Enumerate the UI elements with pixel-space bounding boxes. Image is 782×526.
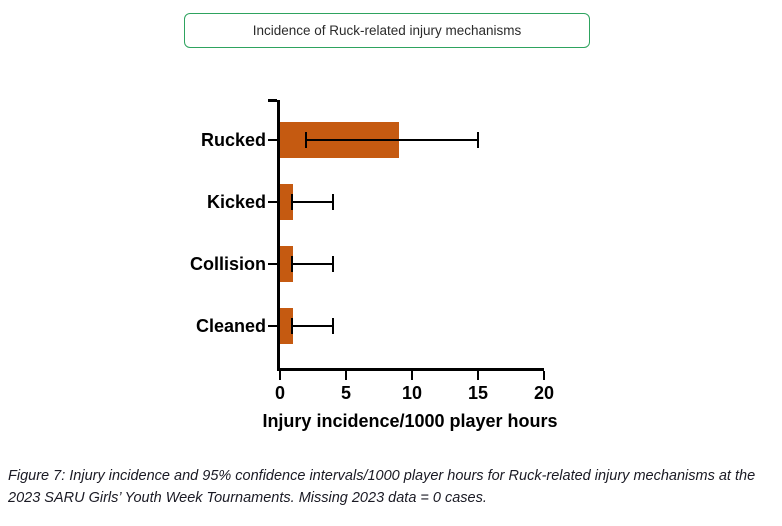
error-bar-cap-high-kicked [331, 194, 334, 210]
error-bar-line-cleaned [291, 325, 333, 327]
x-axis-tick-10 [410, 371, 414, 380]
plot-area [277, 100, 544, 371]
error-bar-line-kicked [291, 201, 333, 203]
error-bar-cap-high-collision [331, 256, 334, 272]
bar-chart: Injury incidence/1000 player hours Rucke… [0, 99, 782, 450]
error-bar-cap-low-rucked [305, 132, 308, 148]
error-bar-cap-low-collision [290, 256, 293, 272]
y-axis-tick [268, 200, 277, 204]
y-axis-tick [268, 324, 277, 328]
y-axis-end-tick [268, 99, 277, 102]
x-axis-label: Injury incidence/1000 player hours [262, 411, 558, 431]
category-label-rucked: Rucked [200, 130, 266, 150]
x-axis-tick-15 [476, 371, 480, 380]
error-bar-cap-low-kicked [290, 194, 293, 210]
x-axis-tick-20 [542, 371, 546, 380]
error-bar-line-collision [291, 263, 333, 265]
bar-cleaned [280, 308, 294, 344]
chart-title-box: Incidence of Ruck-related injury mechani… [184, 13, 590, 48]
x-tick-label-0: 0 [274, 383, 285, 403]
x-axis-tick-0 [278, 371, 282, 380]
x-axis-tick-5 [344, 371, 348, 380]
chart-title: Incidence of Ruck-related injury mechani… [252, 23, 522, 38]
error-bar-cap-high-rucked [477, 132, 479, 148]
y-axis-tick [268, 138, 277, 142]
bar-collision [280, 246, 294, 282]
x-tick-label-20: 20 [533, 383, 555, 403]
bar-kicked [280, 184, 294, 220]
x-tick-label-15: 15 [467, 383, 489, 403]
x-tick-label-10: 10 [401, 383, 423, 403]
error-bar-cap-low-cleaned [290, 318, 293, 334]
category-label-collision: Collision [190, 254, 266, 274]
error-bar-line-rucked [306, 139, 478, 141]
x-tick-label-5: 5 [340, 383, 351, 403]
error-bar-cap-high-cleaned [331, 318, 334, 334]
y-axis-tick [268, 262, 277, 266]
category-label-kicked: Kicked [206, 192, 266, 212]
figure-caption: Figure 7: Injury incidence and 95% confi… [8, 468, 756, 506]
category-label-cleaned: Cleaned [195, 316, 266, 336]
